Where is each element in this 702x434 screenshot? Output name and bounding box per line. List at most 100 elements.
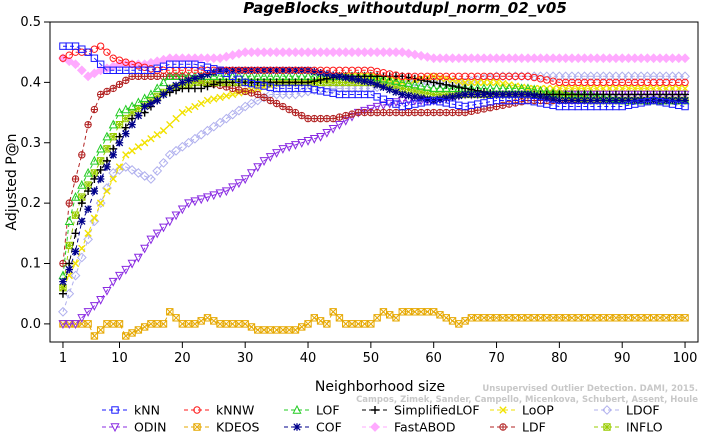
data-point-odin [322, 128, 332, 138]
data-point-loop [492, 78, 501, 87]
data-point-odin [127, 259, 137, 269]
data-point-loop [580, 84, 589, 93]
data-point-cof [543, 94, 551, 102]
legend-item-kdeos: KDEOS [184, 420, 260, 434]
data-point-lof [146, 89, 156, 99]
data-point-ldf [128, 72, 136, 80]
data-point-odin [228, 183, 238, 193]
data-point-loop [612, 84, 620, 93]
data-point-knn [373, 93, 381, 101]
data-point-cof [266, 66, 275, 75]
data-point-odin [184, 199, 194, 209]
data-point-loop [675, 84, 683, 93]
data-point-loop [210, 95, 218, 103]
data-point-odin [328, 124, 338, 134]
data-point-ldf [115, 80, 124, 89]
data-point-cof [178, 78, 187, 87]
data-point-ldf [417, 108, 425, 117]
data-point-cof [404, 91, 413, 100]
data-point-loop [115, 163, 124, 171]
legend-marker-kdeos [193, 423, 201, 431]
data-point-cof [467, 90, 476, 99]
data-point-ldof [252, 95, 263, 106]
data-point-knn [84, 48, 92, 56]
data-point-loop [631, 84, 639, 93]
data-point-cof [561, 96, 570, 105]
data-point-kdeos [448, 317, 457, 325]
data-point-ldf [285, 105, 293, 114]
data-point-ldf [272, 99, 281, 108]
data-point-cof [643, 96, 652, 105]
data-point-ldf [423, 108, 432, 117]
data-point-ldof [139, 171, 150, 181]
data-point-odin [366, 104, 376, 114]
data-point-cof [335, 72, 344, 81]
data-point-loop [128, 147, 136, 155]
data-point-fastabod [76, 65, 87, 76]
data-point-ldof [164, 149, 175, 160]
data-point-kdeos [342, 320, 350, 328]
legend-item-fastabod: FastABOD [362, 420, 456, 434]
data-point-lof [422, 82, 432, 91]
data-point-lof [96, 143, 106, 153]
data-point-kdeos [134, 326, 143, 334]
data-point-ldof [152, 166, 163, 176]
data-point-kdeos [587, 314, 595, 322]
data-point-lof [114, 107, 125, 117]
legend: kNN kNNW LOF SimplifiedLOF LoOP LDOF ODIN KDEOS… [102, 403, 663, 434]
data-point-odin [240, 175, 250, 185]
data-point-ldf [96, 90, 105, 99]
data-point-odin [146, 235, 156, 245]
data-point-simplifiedlof [58, 289, 67, 298]
data-point-lof [404, 78, 414, 88]
data-point-lof [102, 131, 112, 141]
data-point-kdeos [260, 326, 268, 334]
data-point-fastabod [83, 71, 94, 82]
data-point-cof [122, 129, 130, 138]
data-point-ldf [373, 108, 381, 117]
data-point-ldof [70, 270, 81, 281]
data-point-loop [624, 84, 633, 93]
data-point-loop [656, 84, 664, 93]
data-point-lof [77, 179, 87, 189]
data-point-kdeos [298, 323, 306, 331]
data-point-lof [410, 79, 420, 89]
data-point-simplifiedlof [448, 82, 457, 90]
data-point-odin [158, 223, 169, 233]
data-point-kdeos [379, 308, 388, 316]
data-point-kdeos [203, 314, 212, 322]
data-point-loop [637, 84, 645, 93]
legend-marker-knnw [193, 406, 201, 414]
legend-marker-knn [111, 406, 119, 414]
data-point-ldf [235, 86, 243, 94]
plot-frame [49, 21, 699, 343]
y-tick-label: 0.2 [20, 196, 41, 211]
data-point-ldf [147, 72, 155, 80]
data-point-kdeos [90, 332, 99, 340]
data-point-odin [71, 320, 81, 329]
data-point-inflo [65, 241, 73, 250]
data-point-kdeos [436, 311, 444, 319]
data-point-ldf [59, 259, 67, 268]
data-point-loop [668, 84, 677, 93]
data-point-kdeos [140, 323, 149, 331]
data-point-ldf [404, 108, 413, 117]
data-point-cof [348, 75, 356, 83]
data-point-lof [416, 80, 426, 90]
data-point-loop [147, 135, 155, 143]
data-point-loop [216, 93, 224, 102]
legend-marker-loop [499, 406, 507, 414]
data-point-odin [196, 195, 206, 205]
data-point-lof [397, 77, 407, 87]
data-point-ldf [71, 175, 80, 183]
x-tick-label: 20 [174, 351, 191, 366]
data-point-kdeos [172, 314, 180, 322]
data-point-fastabod [403, 48, 414, 59]
data-point-cof [310, 67, 319, 76]
data-point-kdeos [115, 320, 124, 328]
data-point-odin [140, 244, 150, 254]
data-point-loop [568, 84, 576, 93]
data-point-cof [605, 96, 614, 105]
data-point-kdeos [84, 320, 92, 328]
data-point-loop [574, 84, 582, 93]
